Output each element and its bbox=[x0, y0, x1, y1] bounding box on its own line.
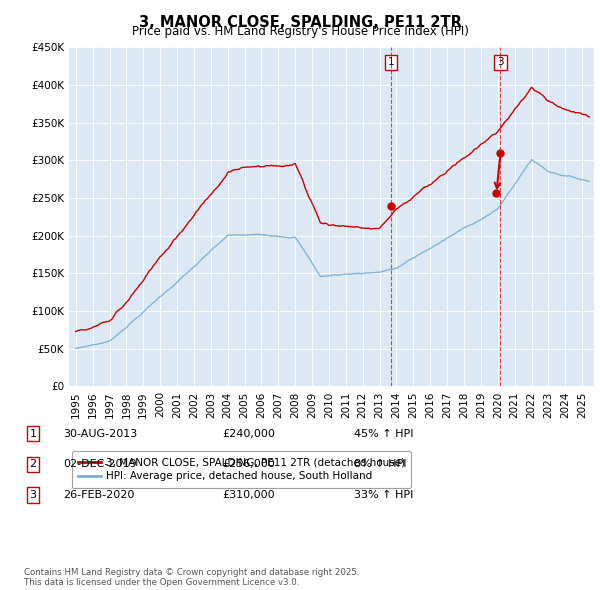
Text: 26-FEB-2020: 26-FEB-2020 bbox=[63, 490, 134, 500]
Text: 33% ↑ HPI: 33% ↑ HPI bbox=[354, 490, 413, 500]
Text: 8% ↑ HPI: 8% ↑ HPI bbox=[354, 460, 407, 469]
Text: Price paid vs. HM Land Registry's House Price Index (HPI): Price paid vs. HM Land Registry's House … bbox=[131, 25, 469, 38]
Text: 3: 3 bbox=[497, 57, 504, 67]
Text: 45% ↑ HPI: 45% ↑ HPI bbox=[354, 429, 413, 438]
Text: Contains HM Land Registry data © Crown copyright and database right 2025.
This d: Contains HM Land Registry data © Crown c… bbox=[24, 568, 359, 587]
Text: 3: 3 bbox=[29, 490, 37, 500]
Text: 30-AUG-2013: 30-AUG-2013 bbox=[63, 429, 137, 438]
Text: £256,000: £256,000 bbox=[222, 460, 275, 469]
Text: £310,000: £310,000 bbox=[222, 490, 275, 500]
Text: 1: 1 bbox=[29, 429, 37, 438]
Legend: 3, MANOR CLOSE, SPALDING, PE11 2TR (detached house), HPI: Average price, detache: 3, MANOR CLOSE, SPALDING, PE11 2TR (deta… bbox=[71, 451, 412, 488]
Text: 1: 1 bbox=[388, 57, 394, 67]
Text: £240,000: £240,000 bbox=[222, 429, 275, 438]
Text: 2: 2 bbox=[29, 460, 37, 469]
Text: 3, MANOR CLOSE, SPALDING, PE11 2TR: 3, MANOR CLOSE, SPALDING, PE11 2TR bbox=[139, 15, 461, 30]
Text: 02-DEC-2019: 02-DEC-2019 bbox=[63, 460, 137, 469]
